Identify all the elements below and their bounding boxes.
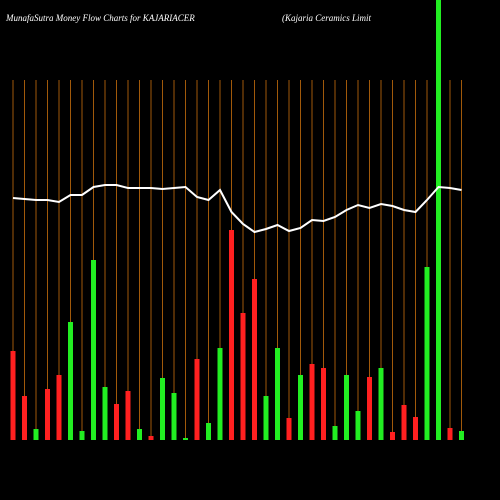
bar [275, 348, 280, 440]
bar [390, 432, 395, 440]
bar [252, 279, 257, 440]
bar [447, 428, 453, 440]
bar [309, 364, 315, 440]
bar [22, 396, 27, 440]
bar [263, 396, 269, 440]
bar [378, 368, 384, 440]
bar [286, 418, 292, 440]
bar [45, 389, 50, 440]
bar [137, 429, 142, 440]
bar [183, 438, 188, 440]
bar [229, 230, 234, 440]
bar [33, 429, 39, 440]
bar [56, 375, 62, 440]
chart-title: MunafaSutra Money Flow Charts for KAJARI… [5, 13, 195, 23]
bar [298, 375, 303, 440]
bar [332, 426, 338, 440]
bar [10, 351, 16, 440]
chart-subtitle: (Kajaria Ceramics Limit [282, 13, 372, 23]
bar [401, 405, 407, 440]
bar [344, 375, 349, 440]
bar [114, 404, 119, 440]
bar [148, 436, 154, 440]
bar [102, 387, 108, 440]
bar [459, 431, 464, 440]
bar [355, 411, 361, 440]
bar [436, 0, 441, 440]
money-flow-line [12, 184, 462, 234]
bar [367, 377, 372, 440]
bar [91, 260, 96, 440]
bar [240, 313, 246, 440]
bar [424, 267, 430, 440]
bar [125, 391, 131, 440]
bar [206, 423, 211, 440]
bar [217, 348, 223, 440]
bar [321, 368, 326, 440]
bar [194, 359, 200, 440]
bar [413, 417, 418, 440]
bar [171, 393, 177, 440]
bar [160, 378, 165, 440]
bar [79, 431, 85, 440]
bar [68, 322, 73, 440]
